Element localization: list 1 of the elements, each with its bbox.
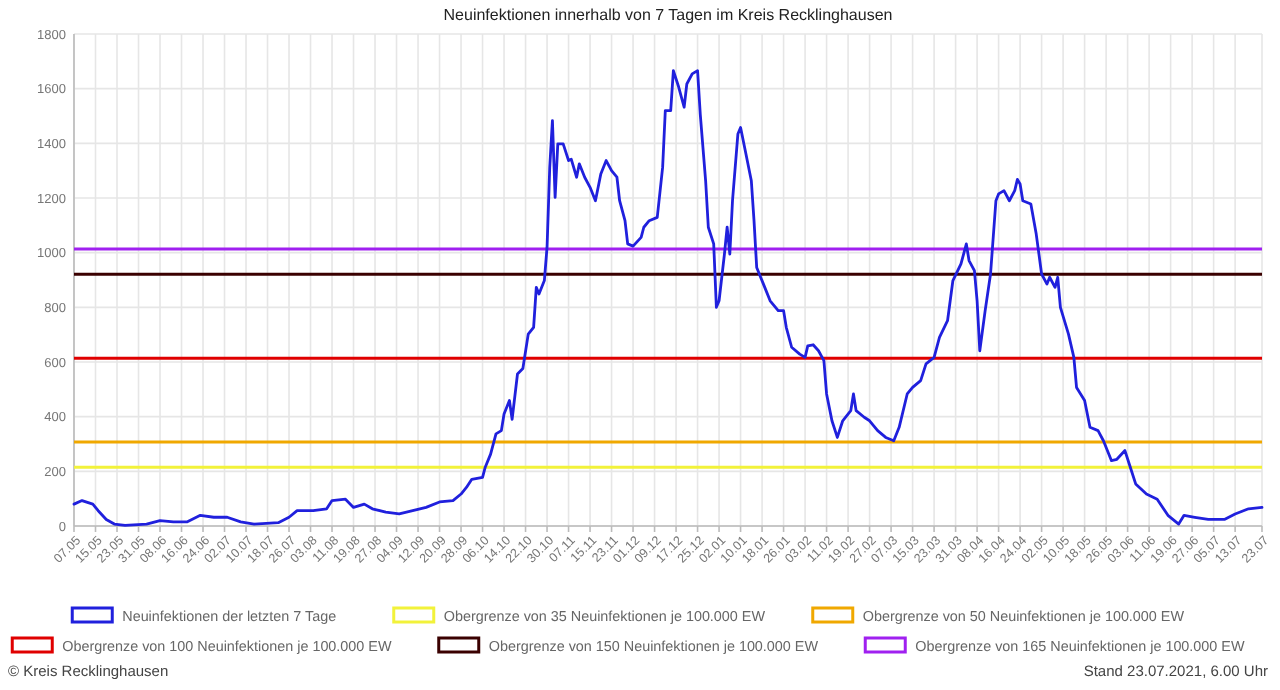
- chart-title: Neuinfektionen innerhalb von 7 Tagen im Kreis Recklinghausen: [443, 6, 893, 24]
